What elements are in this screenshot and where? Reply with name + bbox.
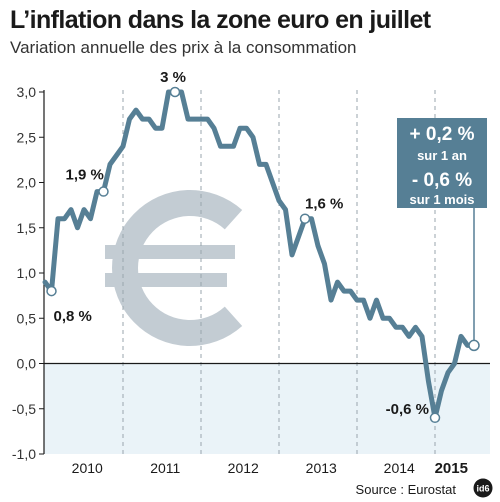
euro-symbol-bar-top [105,245,235,259]
callout-annual-label: sur 1 an [417,148,467,163]
callout-annual-value: + 0,2 % [410,124,475,145]
data-point-marker [46,285,57,297]
data-label: 0,8 % [54,308,92,325]
euro-symbol-bar-bottom [105,273,227,287]
x-tick-label: 2014 [384,460,415,476]
publisher-logo: id6 [473,478,493,498]
x-tick-label: 2012 [228,460,259,476]
y-tick-label: -0,5 [12,401,36,417]
last-point-marker [468,339,480,352]
y-tick-label: 2,5 [17,129,37,145]
page-subtitle: Variation annuelle des prix à la consomm… [10,38,357,57]
series-line-inflation [42,89,477,421]
publisher-logo-text: id6 [476,484,489,494]
source-note: Source : Eurostat [355,482,456,497]
x-tick-label: 2013 [306,460,337,476]
data-point-marker [299,213,311,224]
x-tick-label: 2011 [150,460,180,476]
page-title: L’inflation dans la zone euro en juillet [10,6,431,34]
data-point-marker [98,186,109,197]
y-tick-label: 3,0 [17,84,37,100]
x-tick-label: 2010 [72,460,103,476]
callout-monthly-value: - 0,6 % [412,170,472,191]
callout-box [397,118,487,208]
y-tick-label: 1,5 [17,220,37,236]
data-point-marker [169,86,181,98]
y-tick-label: 0,5 [17,310,37,326]
callout-monthly-label: sur 1 mois [409,192,474,207]
negative-zone-band [44,363,490,454]
y-tick-label: 1,0 [17,265,37,281]
data-label: 3 % [160,69,186,86]
data-label: 1,6 % [305,196,343,213]
x-tick-label: 2015 [435,460,468,477]
data-label: 1,9 % [66,167,104,184]
y-tick-label: -1,0 [12,446,36,462]
data-point-marker [429,412,441,424]
data-label: -0,6 % [386,401,429,418]
y-tick-label: 0,0 [17,356,37,372]
euro-symbol-watermark [111,189,243,346]
y-tick-label: 2,0 [17,175,37,191]
